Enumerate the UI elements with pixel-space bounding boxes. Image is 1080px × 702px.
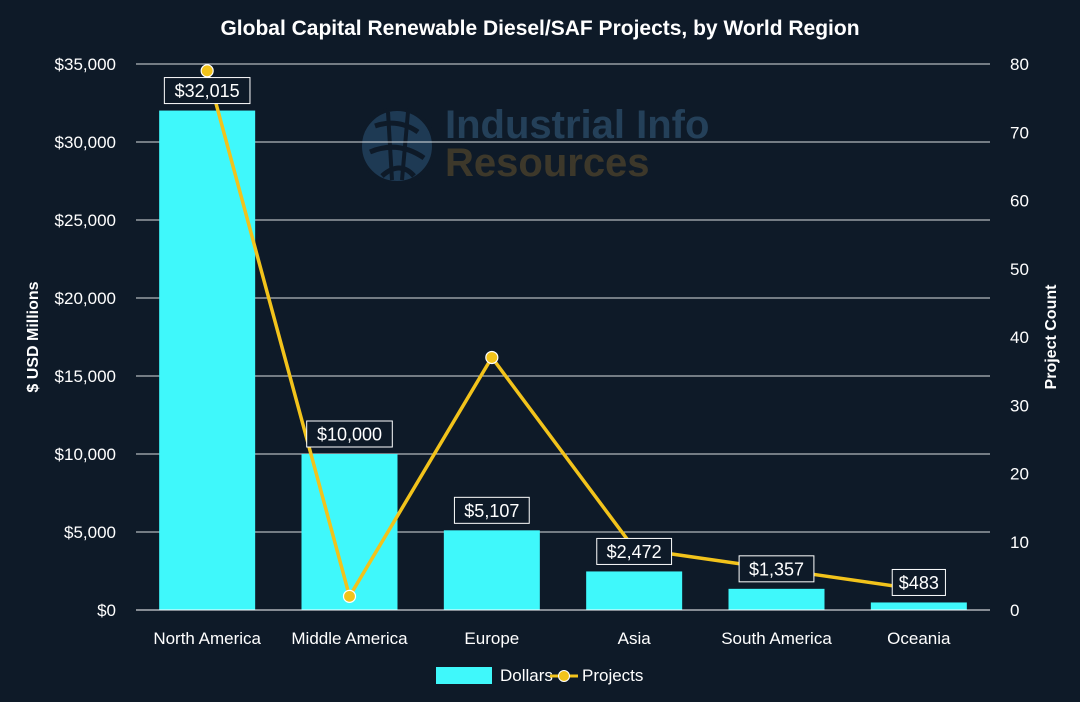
bar <box>728 588 825 610</box>
x-tick-label: Europe <box>464 629 519 648</box>
bar <box>870 602 967 610</box>
projects-point <box>342 589 357 603</box>
y-tick-label: $5,000 <box>64 523 116 542</box>
x-tick-label: Middle America <box>291 629 408 648</box>
y2-tick-label: 10 <box>1010 533 1029 552</box>
bar-data-label-box <box>738 555 815 583</box>
bar <box>443 530 540 610</box>
y-tick-label: $10,000 <box>55 445 116 464</box>
y2-tick-label: 50 <box>1010 260 1029 279</box>
bar-data-label: $32,015 <box>175 81 240 101</box>
legend-marker-projects <box>558 670 570 682</box>
y2-axis-title: Project Count <box>1043 284 1060 390</box>
bar-data-label-box <box>163 77 251 105</box>
bar <box>586 571 683 610</box>
watermark-line-1: Industrial Info <box>445 103 709 147</box>
watermark-line-2: Resources <box>445 141 650 185</box>
legend-swatch-dollars <box>436 667 492 684</box>
y2-tick-label: 30 <box>1010 396 1029 415</box>
bar-data-label: $2,472 <box>607 542 662 562</box>
y-tick-label: $15,000 <box>55 367 116 386</box>
x-tick-label: North America <box>153 629 261 648</box>
x-tick-label: Asia <box>618 629 652 648</box>
projects-point <box>485 350 499 365</box>
x-tick-label: Oceania <box>887 629 951 648</box>
grid-layer <box>136 63 990 533</box>
y-tick-label: $20,000 <box>55 289 116 308</box>
y-tick-label: $35,000 <box>55 55 116 74</box>
bar-data-label: $1,357 <box>749 559 804 579</box>
bar <box>159 110 256 610</box>
data-labels-layer: $32,015 $10,000 $5,107 $2,472 $1,357 $483 <box>163 77 946 596</box>
x-tick-label: South America <box>721 629 832 648</box>
y2-tick-label: 20 <box>1010 465 1029 484</box>
legend-label-dollars: Dollars <box>500 666 553 685</box>
bar-data-label: $5,107 <box>464 501 519 521</box>
y2-tick-label: 70 <box>1010 123 1029 142</box>
y-axis-title: $ USD Millions <box>25 281 42 392</box>
y-tick-label: $25,000 <box>55 211 116 230</box>
watermark-globe-icon <box>358 107 436 185</box>
bar-data-label-box <box>453 496 530 524</box>
y-tick-label: $30,000 <box>55 133 116 152</box>
bar-data-label: $483 <box>899 573 939 593</box>
bar-data-label-box <box>891 568 946 596</box>
bar-data-label-box <box>596 537 673 565</box>
bar-data-label-box <box>306 420 393 448</box>
legend-label-projects: Projects <box>582 666 643 685</box>
legend: Dollars Projects <box>436 666 643 685</box>
projects-point <box>200 64 214 78</box>
y-tick-label: $0 <box>97 601 116 620</box>
watermark: Industrial Info Resources <box>358 103 709 185</box>
y2-tick-label: 80 <box>1010 55 1029 74</box>
y2-tick-label: 60 <box>1010 192 1029 211</box>
axis-layer: $0 $5,000 $10,000 $15,000 $20,000 $25,000 $30,… <box>55 55 1029 648</box>
y2-tick-label: 0 <box>1010 601 1019 620</box>
bar-data-label: $10,000 <box>317 425 382 445</box>
chart-title: Global Capital Renewable Diesel/SAF Proj… <box>220 17 859 40</box>
y2-tick-label: 40 <box>1010 328 1029 347</box>
